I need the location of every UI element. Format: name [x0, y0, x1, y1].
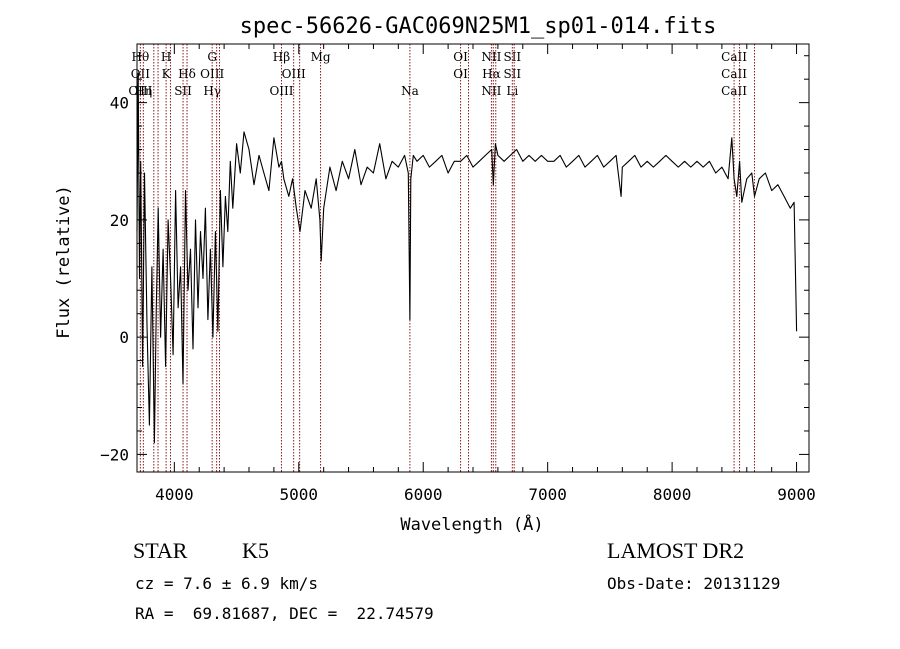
object-subclass: K5 [242, 538, 269, 563]
spectral-line-label: Hη [135, 84, 153, 98]
spectral-line-label: Hγ [203, 84, 221, 98]
spectral-lines-layer: HθOIIOIIIHηHKSIIHδGOIIIHγHβOIIIOIIIMgNaO… [128, 44, 755, 472]
spectral-line-label: OI [453, 50, 468, 64]
x-tick-label: 4000 [155, 485, 194, 504]
spectral-line-label: Li [506, 84, 518, 98]
ticks-layer: 4000 5000 6000 7000 8000 9000 −20 0 20 40 [100, 44, 816, 504]
spectrum-series-line [136, 72, 798, 444]
spectral-line-label: OIII [200, 67, 224, 81]
spectral-line-label: Hα [482, 67, 501, 81]
observation-date: Obs-Date: 20131129 [607, 574, 781, 593]
spectral-line-label: H [161, 50, 171, 64]
spectral-line-label: OII [131, 67, 151, 81]
y-axis-label: Flux (relative) [54, 185, 74, 339]
x-tick-label: 7000 [528, 485, 567, 504]
redshift-velocity: cz = 7.6 ± 6.9 km/s [135, 574, 319, 593]
x-tick-label: 5000 [280, 485, 319, 504]
x-tick-label: 8000 [653, 485, 692, 504]
spectral-line-label: Na [401, 84, 419, 98]
spectral-line-label: SII [503, 50, 521, 64]
series-layer [136, 72, 798, 444]
spectral-line-label: SII [503, 67, 521, 81]
object-class: STAR [133, 538, 188, 563]
x-axis-label: Wavelength (Å) [400, 513, 543, 535]
y-tick-label: −20 [100, 445, 129, 464]
spectral-line-label: CaII [721, 50, 747, 64]
x-tick-label: 9000 [777, 485, 816, 504]
chart-title: spec-56626-GAC069N25M1_sp01-014.fits [240, 14, 717, 39]
spectral-line-label: CaII [721, 67, 747, 81]
x-tick-label: 6000 [404, 485, 443, 504]
spectral-line-label: Hθ [132, 50, 150, 64]
spectral-line-label: OIII [128, 84, 152, 98]
survey-name: LAMOST DR2 [607, 538, 745, 563]
y-tick-label: 40 [110, 94, 129, 113]
spectral-line-label: OI [453, 67, 468, 81]
spectral-line-label: OIII [282, 67, 306, 81]
spectral-line-label: K [162, 67, 172, 81]
spectral-line-label: Mg [311, 50, 331, 64]
plot-frame [136, 43, 810, 473]
ra-dec-coordinates: RA = 69.81687, DEC = 22.74579 [135, 604, 434, 623]
y-tick-label: 0 [119, 328, 129, 347]
spectral-line-label: Hδ [178, 67, 196, 81]
spectral-line-label: Hβ [273, 50, 290, 64]
y-tick-label: 20 [110, 211, 129, 230]
spectral-line-label: SII [174, 84, 192, 98]
spectral-line-label: NII [481, 84, 501, 98]
spectral-line-label: OIII [269, 84, 293, 98]
spectral-line-label: CaII [721, 84, 747, 98]
spectral-line-label: G [207, 50, 217, 64]
spectral-line-label: NII [481, 50, 501, 64]
